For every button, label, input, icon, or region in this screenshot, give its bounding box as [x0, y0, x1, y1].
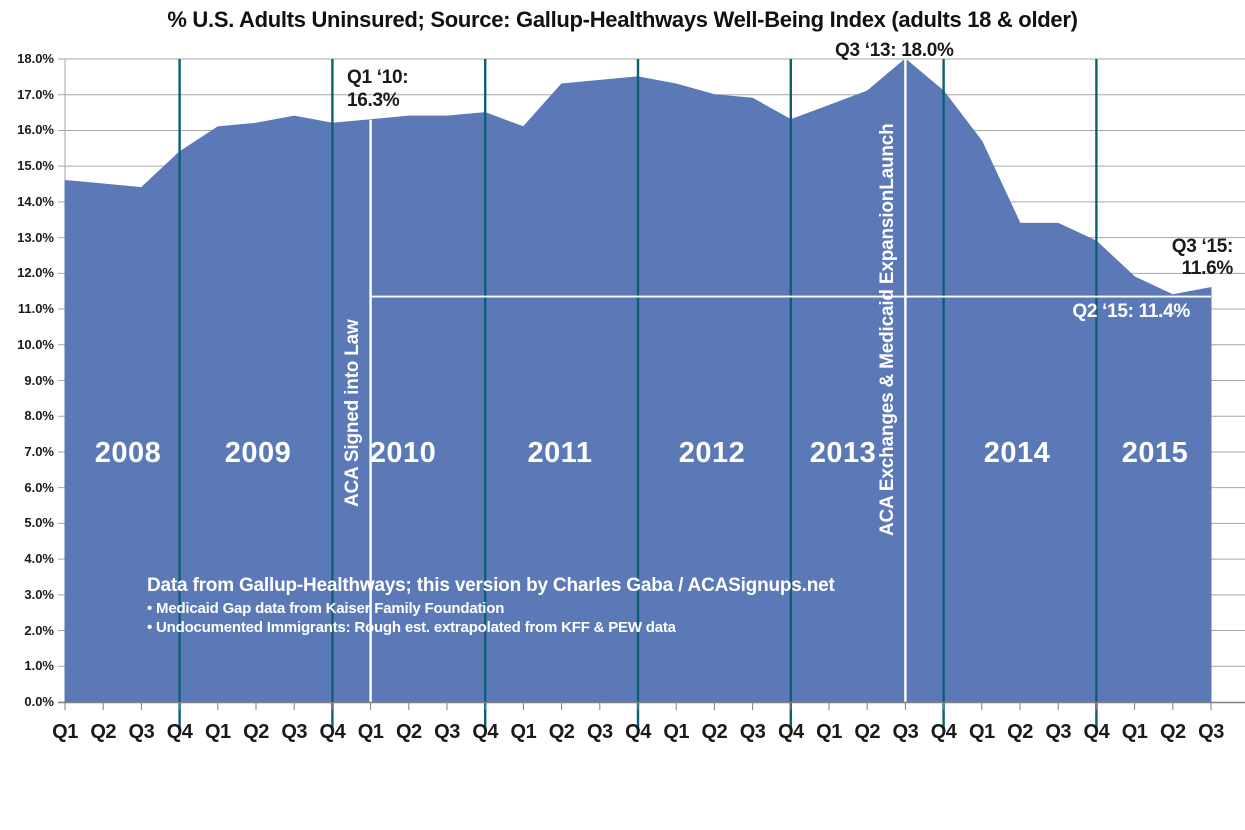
x-axis-label: Q3 — [281, 721, 308, 743]
source-note-medicaid-gap: • Medicaid Gap data from Kaiser Family F… — [147, 600, 505, 617]
year-label: 2008 — [94, 437, 162, 469]
y-axis-label: 17.0% — [17, 86, 54, 102]
x-axis-label: Q2 — [548, 721, 575, 743]
x-axis-label: Q2 — [1007, 721, 1033, 743]
x-axis-label: Q2 — [243, 721, 269, 743]
x-axis-label: Q2 — [854, 721, 881, 743]
y-axis-label: 7.0% — [24, 443, 54, 459]
x-axis-label: Q3 — [128, 721, 155, 743]
x-axis-label: Q4 — [930, 721, 957, 743]
y-axis-label: 13.0% — [17, 229, 54, 245]
year-label: 2014 — [983, 437, 1051, 469]
y-axis-label: 11.0% — [17, 301, 54, 317]
source-note-undocumented: • Undocumented Immigrants: Rough est. ex… — [147, 619, 676, 636]
year-label: 2015 — [1121, 437, 1189, 469]
year-label: 2012 — [678, 437, 746, 469]
x-axis-label: Q1 — [968, 721, 995, 743]
year-label: 2009 — [224, 437, 292, 469]
x-axis-label: Q4 — [777, 721, 804, 743]
annotation-q3-2013: Q3 ‘13: 18.0% — [835, 40, 954, 61]
x-axis-label: Q2 — [1159, 721, 1186, 743]
x-axis-label: Q3 — [434, 721, 460, 743]
x-axis-label: Q4 — [625, 721, 651, 743]
x-axis-label: Q1 — [510, 721, 537, 743]
x-axis-label: Q3 — [892, 721, 919, 743]
y-axis-label: 15.0% — [17, 158, 54, 174]
x-axis-label: Q1 — [52, 721, 78, 743]
annotation-q3-2015-value: 11.6% — [1181, 258, 1234, 279]
y-axis-label: 16.0% — [17, 122, 54, 138]
annotation-q2-2015: Q2 ‘15: 11.4% — [1072, 301, 1190, 322]
y-axis-label: 8.0% — [24, 408, 54, 424]
y-axis-label: 12.0% — [17, 265, 54, 281]
source-credit: Data from Gallup-Healthways; this versio… — [147, 575, 835, 596]
x-axis-label: Q3 — [739, 721, 766, 743]
x-axis-label: Q2 — [701, 721, 728, 743]
x-axis-label: Q2 — [395, 721, 422, 743]
x-axis-label: Q4 — [472, 721, 499, 743]
y-axis-label: 4.0% — [24, 551, 54, 567]
y-axis-label: 14.0% — [17, 193, 54, 209]
x-axis-label: Q3 — [1198, 721, 1224, 743]
y-axis-label: 0.0% — [24, 694, 54, 709]
year-label: 2013 — [809, 437, 877, 469]
x-axis-label: Q3 — [586, 721, 613, 743]
annotation-q3-2015: Q3 ‘15: 11.6% — [1130, 236, 1234, 280]
x-axis-label: Q2 — [90, 721, 117, 743]
y-axis-label: 10.0% — [17, 336, 54, 352]
aca-signed-into-law-label: ACA Signed into Law — [342, 319, 363, 507]
x-axis-label: Q1 — [357, 721, 384, 743]
year-label: 2011 — [527, 437, 593, 469]
x-axis-label: Q4 — [1083, 721, 1110, 743]
annotation-q1-2010-label: Q1 ‘10: — [347, 67, 409, 88]
y-axis-label: 1.0% — [24, 658, 54, 674]
x-axis-label: Q4 — [319, 721, 346, 743]
year-label: 2010 — [369, 437, 437, 469]
chart-title: % U.S. Adults Uninsured; Source: Gallup-… — [167, 7, 1078, 32]
y-axis-label: 9.0% — [24, 372, 54, 388]
x-axis-label: Q1 — [1121, 721, 1148, 743]
x-axis-label: Q1 — [204, 721, 231, 743]
x-axis-label: Q1 — [663, 721, 690, 743]
x-axis-label: Q1 — [816, 721, 842, 743]
y-axis-label: 18.0% — [17, 51, 54, 66]
annotation-q1-2010: Q1 ‘10: 16.3% — [347, 66, 409, 112]
annotation-q3-2015-label: Q3 ‘15: — [1171, 236, 1234, 257]
aca-exchanges-launch-label: ACA Exchanges & Medicaid ExpansionLaunch — [877, 123, 898, 536]
x-axis-label: Q3 — [1045, 721, 1072, 743]
x-axis-label: Q4 — [166, 721, 193, 743]
y-axis-label: 2.0% — [24, 622, 54, 638]
y-axis-label: 3.0% — [24, 586, 54, 602]
annotation-q1-2010-value: 16.3% — [347, 90, 400, 111]
y-axis-label: 5.0% — [24, 515, 54, 531]
y-axis-label: 6.0% — [24, 479, 54, 495]
